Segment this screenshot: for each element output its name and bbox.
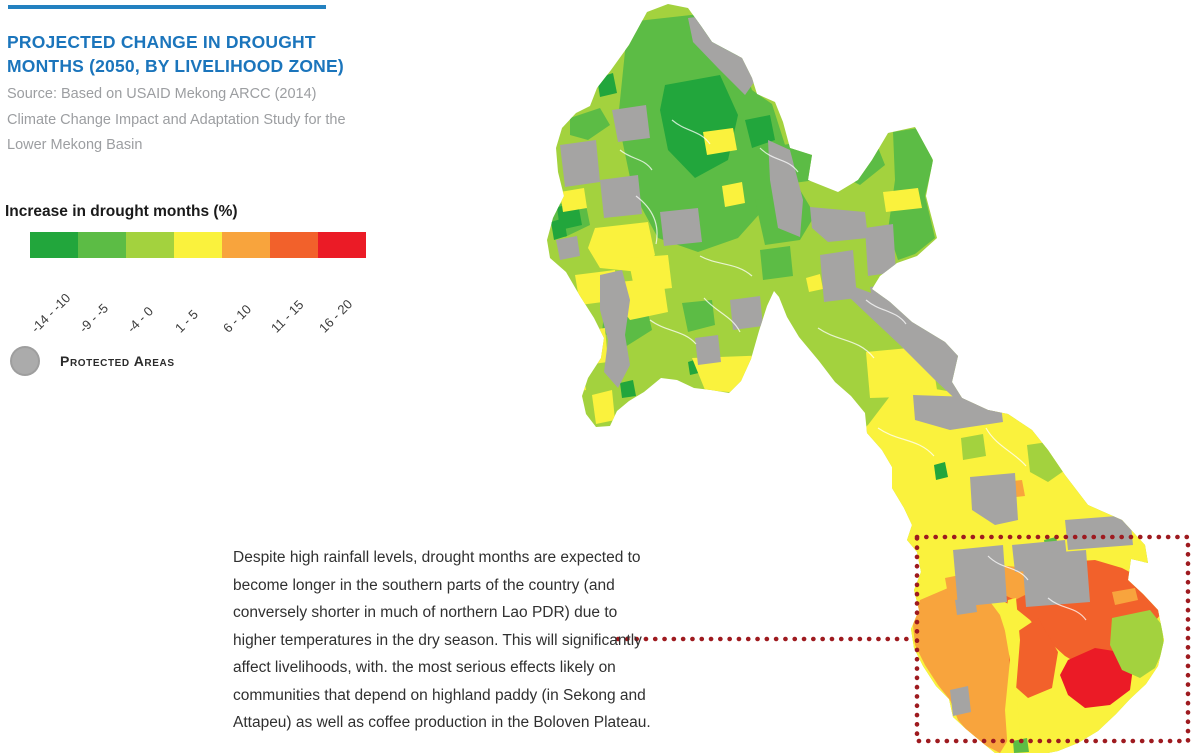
annotation-text: Despite high rainfall levels, drought mo… (233, 549, 651, 731)
legend-class-label: 16 - 20 (316, 296, 356, 336)
legend-swatch (270, 232, 318, 258)
legend-scale (30, 232, 366, 258)
zone-patches (550, 14, 1164, 753)
legend-title: Increase in drought months (%) (5, 203, 238, 220)
legend-class-label: 11 - 15 (268, 297, 307, 336)
legend-class-label: 6 - 10 (220, 301, 255, 336)
page-title: PROJECTED CHANGE IN DROUGHT MONTHS (2050… (7, 32, 344, 76)
callout-rectangle (914, 534, 1191, 744)
legend-swatch (126, 232, 174, 258)
legend-class-label: 1 - 5 (172, 306, 202, 336)
protected-areas-key: Protected Areas (10, 346, 175, 376)
legend-swatch (30, 232, 78, 258)
legend-class-label: -9 - -5 (76, 300, 112, 336)
legend-swatch (174, 232, 222, 258)
source-credit: Source: Based on USAID Mekong ARCC (2014… (7, 86, 346, 153)
legend-swatch (78, 232, 126, 258)
map-legend: Increase in drought months (%) -14 - -10… (5, 203, 425, 353)
legend-swatch (222, 232, 270, 258)
legend-class-label: -4 - 0 (124, 303, 157, 336)
header-rule (8, 5, 326, 9)
protected-areas-label: Protected Areas (60, 353, 175, 369)
protected-area-icon (10, 346, 40, 376)
legend-class-label: -14 - -10 (28, 290, 74, 336)
legend-swatch (318, 232, 366, 258)
